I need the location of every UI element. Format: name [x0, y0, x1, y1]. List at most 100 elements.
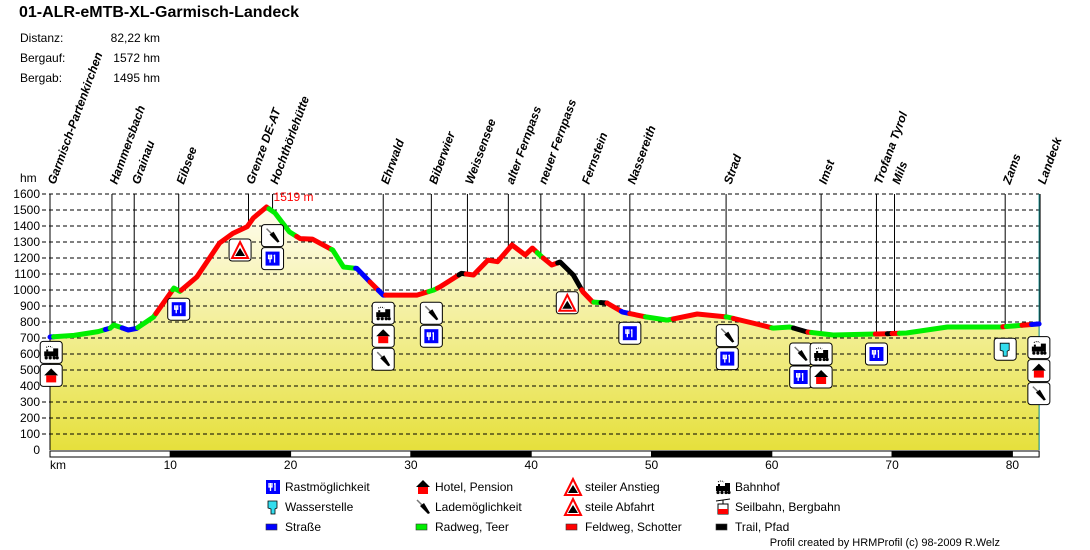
fork-glyph [426, 332, 435, 341]
waypoint-label: Zams [1000, 151, 1024, 186]
charging-icon [424, 305, 439, 321]
water-marker-icon [993, 337, 1017, 361]
food-bg [265, 251, 280, 266]
food-bg [720, 351, 735, 366]
legend-label: Lademöglichkeit [435, 500, 522, 514]
cable [720, 328, 727, 335]
chimney [718, 484, 720, 486]
legend-water-icon [267, 500, 278, 515]
hotel-marker-icon [1027, 359, 1051, 383]
smoke [815, 347, 823, 350]
legend-label: Trail, Pfad [735, 520, 789, 534]
charging-icon [720, 328, 735, 343]
hotel-marker-icon [39, 363, 63, 387]
x-axis-label: km [50, 458, 66, 472]
legend-charging-icon [416, 499, 430, 514]
y-tick-label: 1600 [13, 187, 40, 201]
waypoint-label: Weissensee [462, 117, 499, 186]
charging-marker-icon [261, 224, 285, 248]
legend-descent-icon [563, 496, 583, 516]
surface-segment-cycle [809, 330, 878, 338]
surface-segment-road [1029, 321, 1042, 327]
legend-train-icon [716, 480, 731, 495]
cable [794, 346, 801, 353]
charging-marker-icon [789, 342, 813, 366]
wheel [1036, 351, 1040, 355]
chimney [46, 349, 49, 352]
legend-food-icon [266, 480, 280, 494]
plug [380, 355, 391, 367]
chimney [1033, 344, 1036, 347]
fork-glyph [267, 254, 276, 263]
surface-segment-trail [555, 259, 585, 293]
y-axis-label: hm [20, 171, 37, 185]
house [418, 487, 428, 494]
y-tick-label: 100 [20, 427, 40, 441]
wheel [818, 357, 822, 362]
charging-icon [376, 351, 391, 367]
house [816, 377, 827, 384]
mountain [568, 505, 578, 513]
surface-segment-road [353, 265, 373, 285]
surface-segment-gravel [178, 204, 272, 293]
distance-value: 82,22 km [110, 31, 160, 45]
hotel-icon [376, 329, 391, 344]
food-marker-icon [789, 365, 813, 389]
wheel [387, 317, 391, 321]
smoke [717, 480, 725, 483]
charging-icon [1032, 386, 1046, 401]
food-bg [622, 326, 637, 341]
legend-label: Radweg, Teer [435, 520, 509, 534]
x-tick-label: 10 [164, 458, 178, 472]
x-tick-label: 70 [885, 458, 899, 472]
km-scale-bar [1011, 450, 1040, 458]
cab [725, 483, 730, 491]
food-icon [622, 326, 637, 341]
y-tick-label: 400 [20, 379, 40, 393]
fork-glyph [871, 350, 880, 358]
legend-cablecar-icon [715, 498, 731, 515]
surface-segment-gravel [383, 289, 432, 298]
plug [269, 231, 280, 243]
roof [416, 480, 430, 487]
food-bg [424, 329, 439, 344]
y-tick-label: 300 [20, 395, 40, 409]
y-tick-label: 1400 [13, 219, 40, 233]
boiler [814, 353, 825, 358]
y-tick-label: 900 [20, 299, 40, 313]
legend-label: Hotel, Pension [435, 480, 513, 494]
waypoint-label: Garmisch-Partenkirchen [45, 50, 106, 186]
food-icon [171, 302, 186, 317]
boiler [376, 312, 387, 318]
km-scale-bar [290, 450, 412, 458]
wheel [727, 490, 731, 495]
cable [1032, 386, 1039, 393]
y-tick-label: 600 [20, 347, 40, 361]
km-scale-bar [651, 450, 773, 458]
mug [267, 500, 278, 515]
y-tick-label: 0 [33, 443, 40, 457]
cab [53, 348, 59, 357]
train-icon [376, 306, 391, 321]
wheel [55, 356, 59, 360]
food-bg [266, 480, 280, 494]
plug [420, 503, 430, 514]
mountain [568, 485, 578, 493]
wheel [724, 490, 728, 495]
charging-marker-icon [1027, 382, 1051, 406]
y-tick-label: 1200 [13, 251, 40, 265]
cable [376, 351, 383, 358]
legend-label: Rastmöglichkeit [285, 480, 370, 494]
descent-value: 1495 hm [113, 71, 160, 85]
train-marker-icon [39, 340, 63, 364]
km-scale-bar [410, 450, 532, 458]
color-swatch [265, 523, 278, 531]
y-tick-label: 500 [20, 363, 40, 377]
ascent-marker-icon [228, 238, 252, 262]
km-scale-bar [771, 450, 893, 458]
km-scale-bar [169, 450, 292, 458]
smoke [377, 306, 385, 309]
roof [1031, 363, 1046, 371]
fork-glyph [722, 354, 730, 363]
